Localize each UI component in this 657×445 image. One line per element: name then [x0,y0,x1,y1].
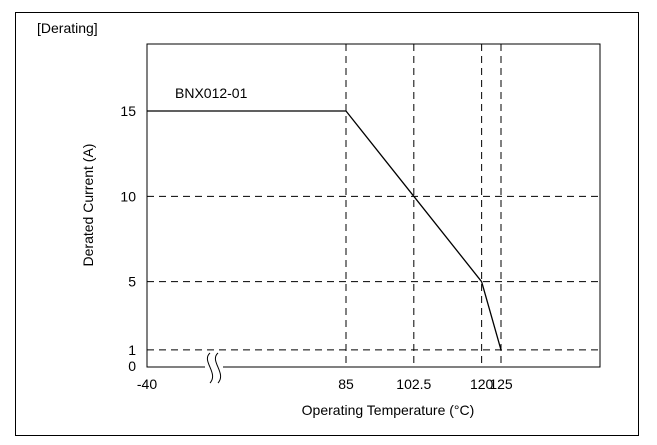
grid-lines [147,44,600,367]
x-tick-label: 102.5 [396,376,431,392]
x-tick-label: 125 [489,376,513,392]
series-layer [147,110,502,351]
y-tick-label: 0 [128,358,136,374]
x-axis-label: Operating Temperature (°C) [302,402,475,418]
series-line-0 [147,110,502,351]
y-tick-label: 15 [120,103,136,119]
x-tick-label: 120 [470,376,494,392]
plot-area-border [146,43,601,368]
y-tick-label: 10 [120,188,136,204]
axis-break-gap [205,353,223,383]
y-tick-label: 1 [128,342,136,358]
series-label-bnx012-01: BNX012-01 [175,85,248,101]
chart-frame [15,12,639,436]
x-tick-label: 85 [338,376,354,392]
chart-title: [Derating] [37,20,98,36]
axis-break-curve-1 [214,352,222,384]
y-axis-label: Derated Current (A) [80,144,96,267]
axis-break-curve-0 [206,352,214,384]
y-tick-label: 5 [128,274,136,290]
axis-break-mark [205,352,223,384]
x-tick-label: -40 [137,376,157,392]
